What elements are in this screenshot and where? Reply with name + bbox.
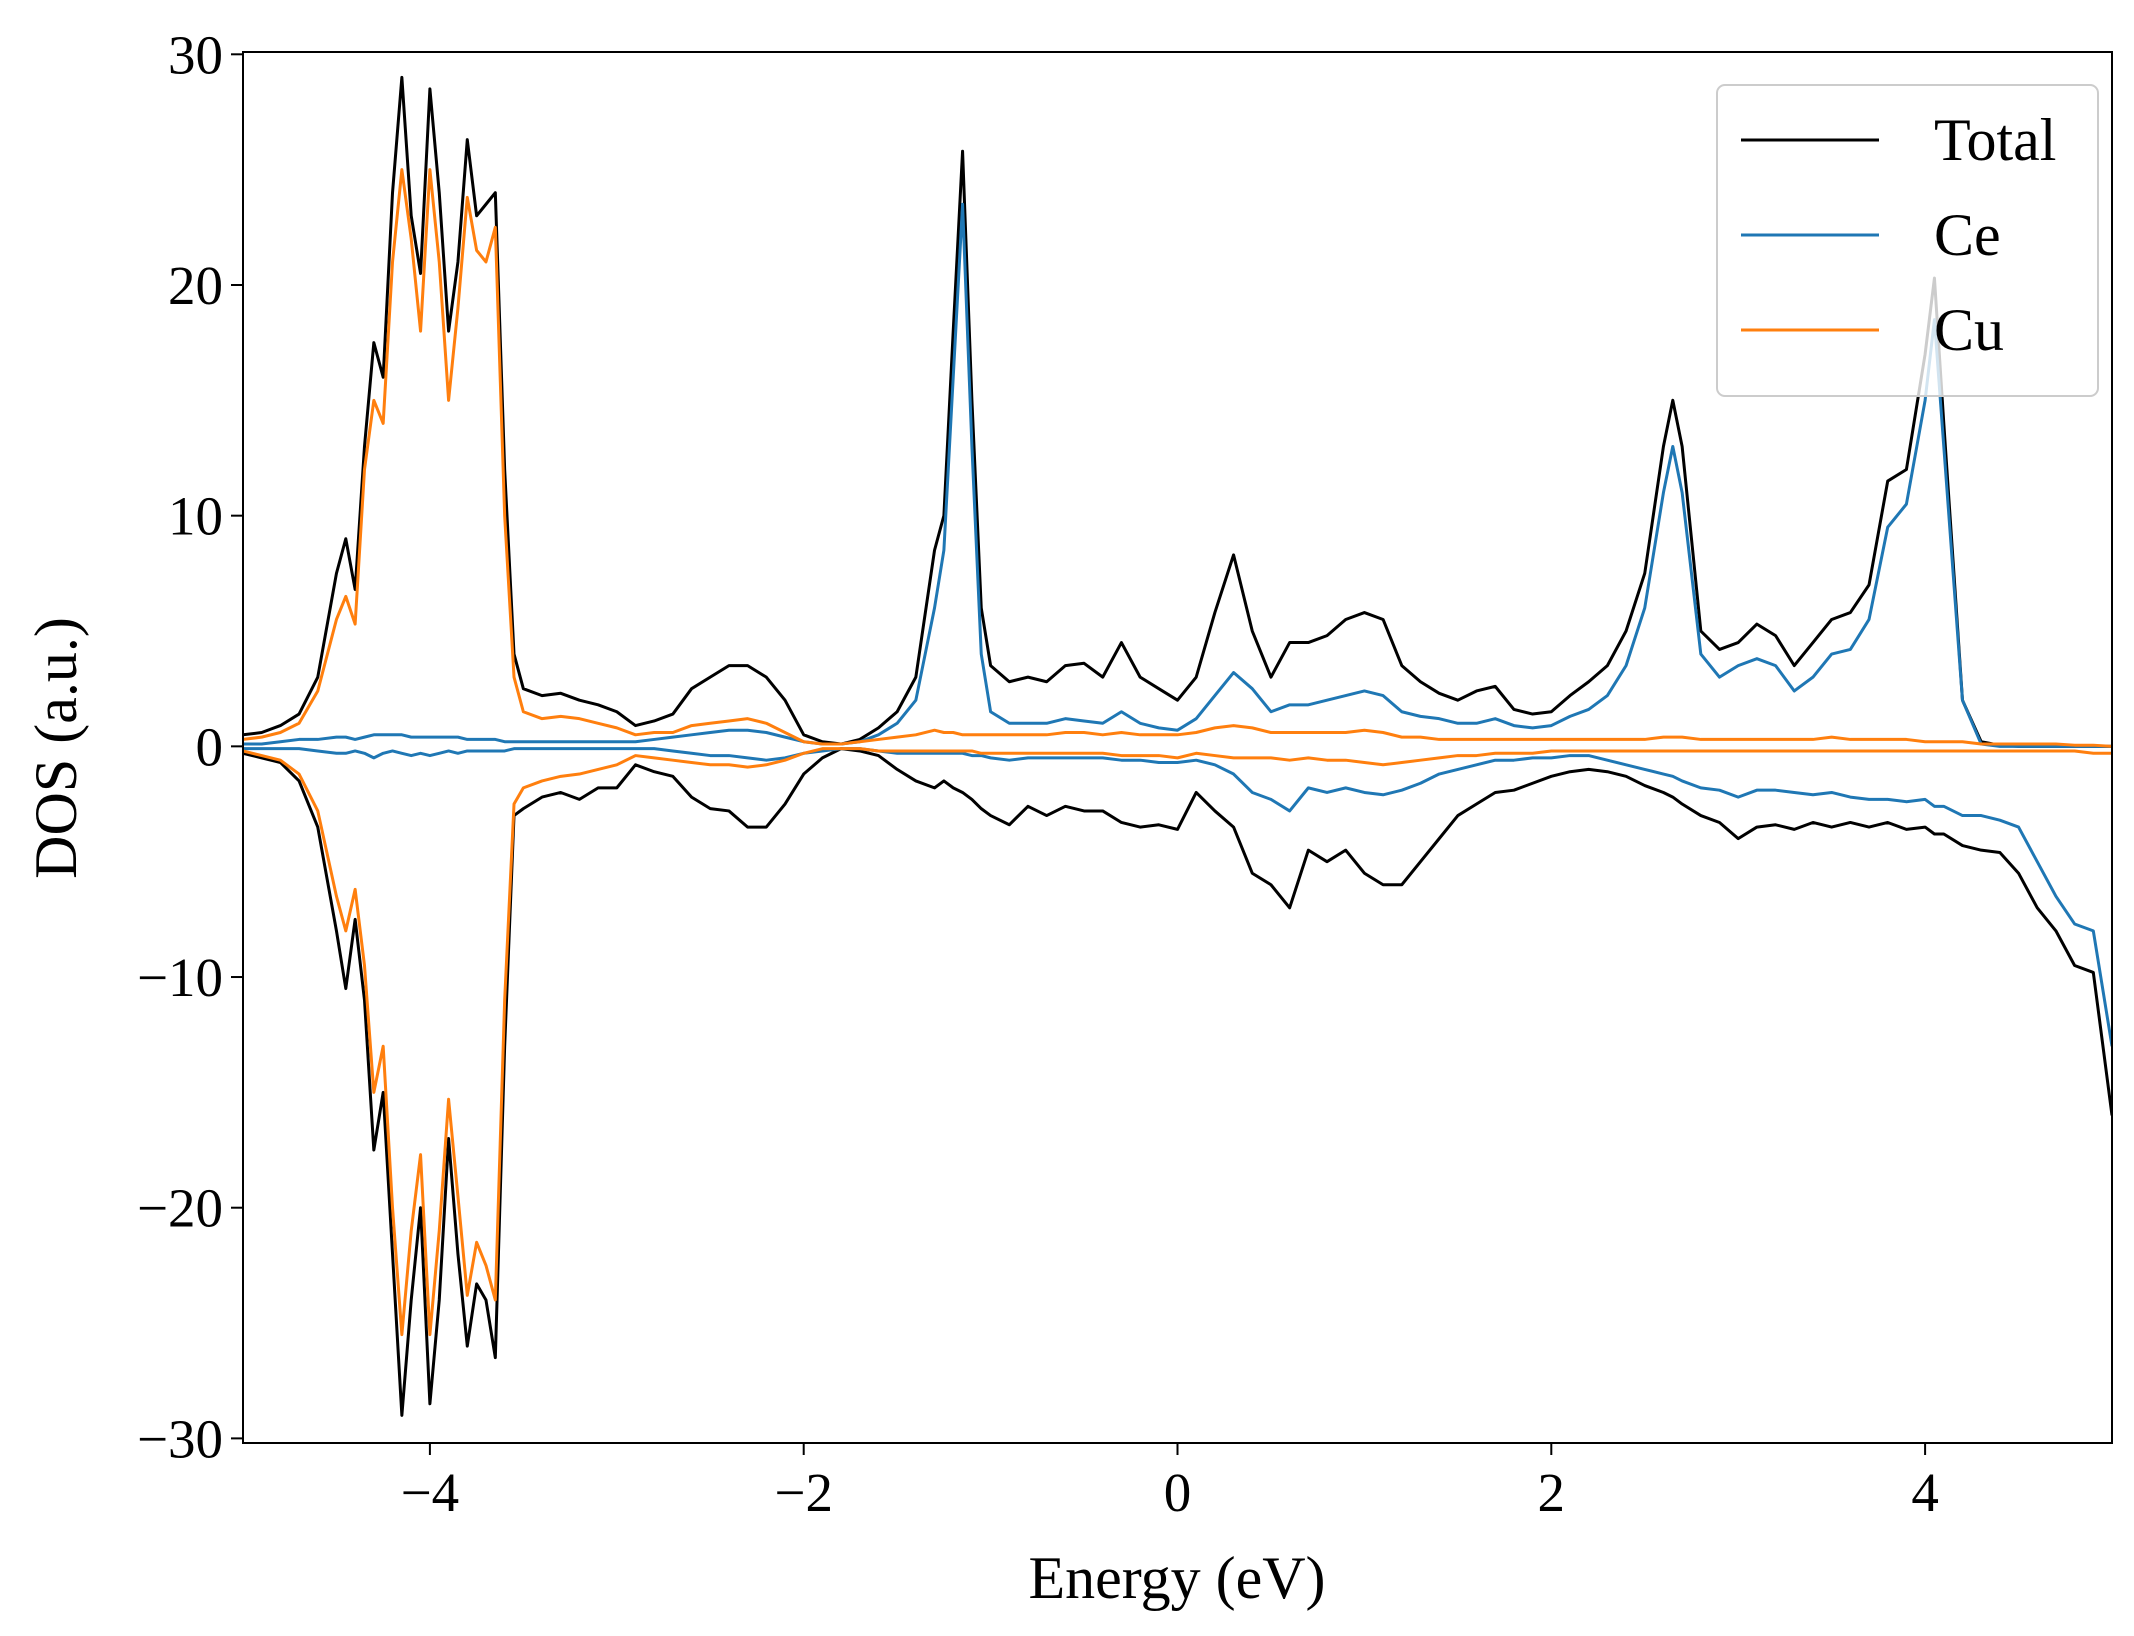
- x-tick-label: −2: [774, 1462, 833, 1523]
- y-tick-label: −20: [137, 1178, 223, 1239]
- legend: Total Ce Cu: [1716, 84, 2099, 397]
- legend-label: Ce: [1934, 202, 2001, 268]
- series-line: [243, 75, 2112, 748]
- axes-frame: [242, 51, 2113, 1444]
- legend-frame: [1716, 84, 2099, 397]
- series-line: [243, 202, 2112, 748]
- series-line: [243, 168, 2112, 748]
- series-line: [243, 747, 2112, 1047]
- legend-label: Cu: [1934, 297, 2004, 363]
- y-tick-label: 20: [168, 255, 223, 316]
- y-tick-label: 30: [168, 24, 223, 85]
- legend-label: Total: [1934, 107, 2056, 173]
- x-tick-label: 0: [1164, 1462, 1192, 1523]
- series-line: [243, 747, 2112, 1337]
- series-line: [243, 747, 2112, 1417]
- x-tick-label: 2: [1538, 1462, 1566, 1523]
- y-tick-label: 10: [168, 486, 223, 547]
- x-axis-label: Energy (eV): [1028, 1545, 1325, 1611]
- x-tick-label: 4: [1911, 1462, 1939, 1523]
- y-tick-label: −30: [137, 1408, 223, 1469]
- x-tick-label: −4: [401, 1462, 460, 1523]
- y-axis-label: DOS (a.u.): [23, 617, 89, 879]
- y-tick-label: −10: [137, 947, 223, 1008]
- y-tick-label: 0: [196, 716, 224, 777]
